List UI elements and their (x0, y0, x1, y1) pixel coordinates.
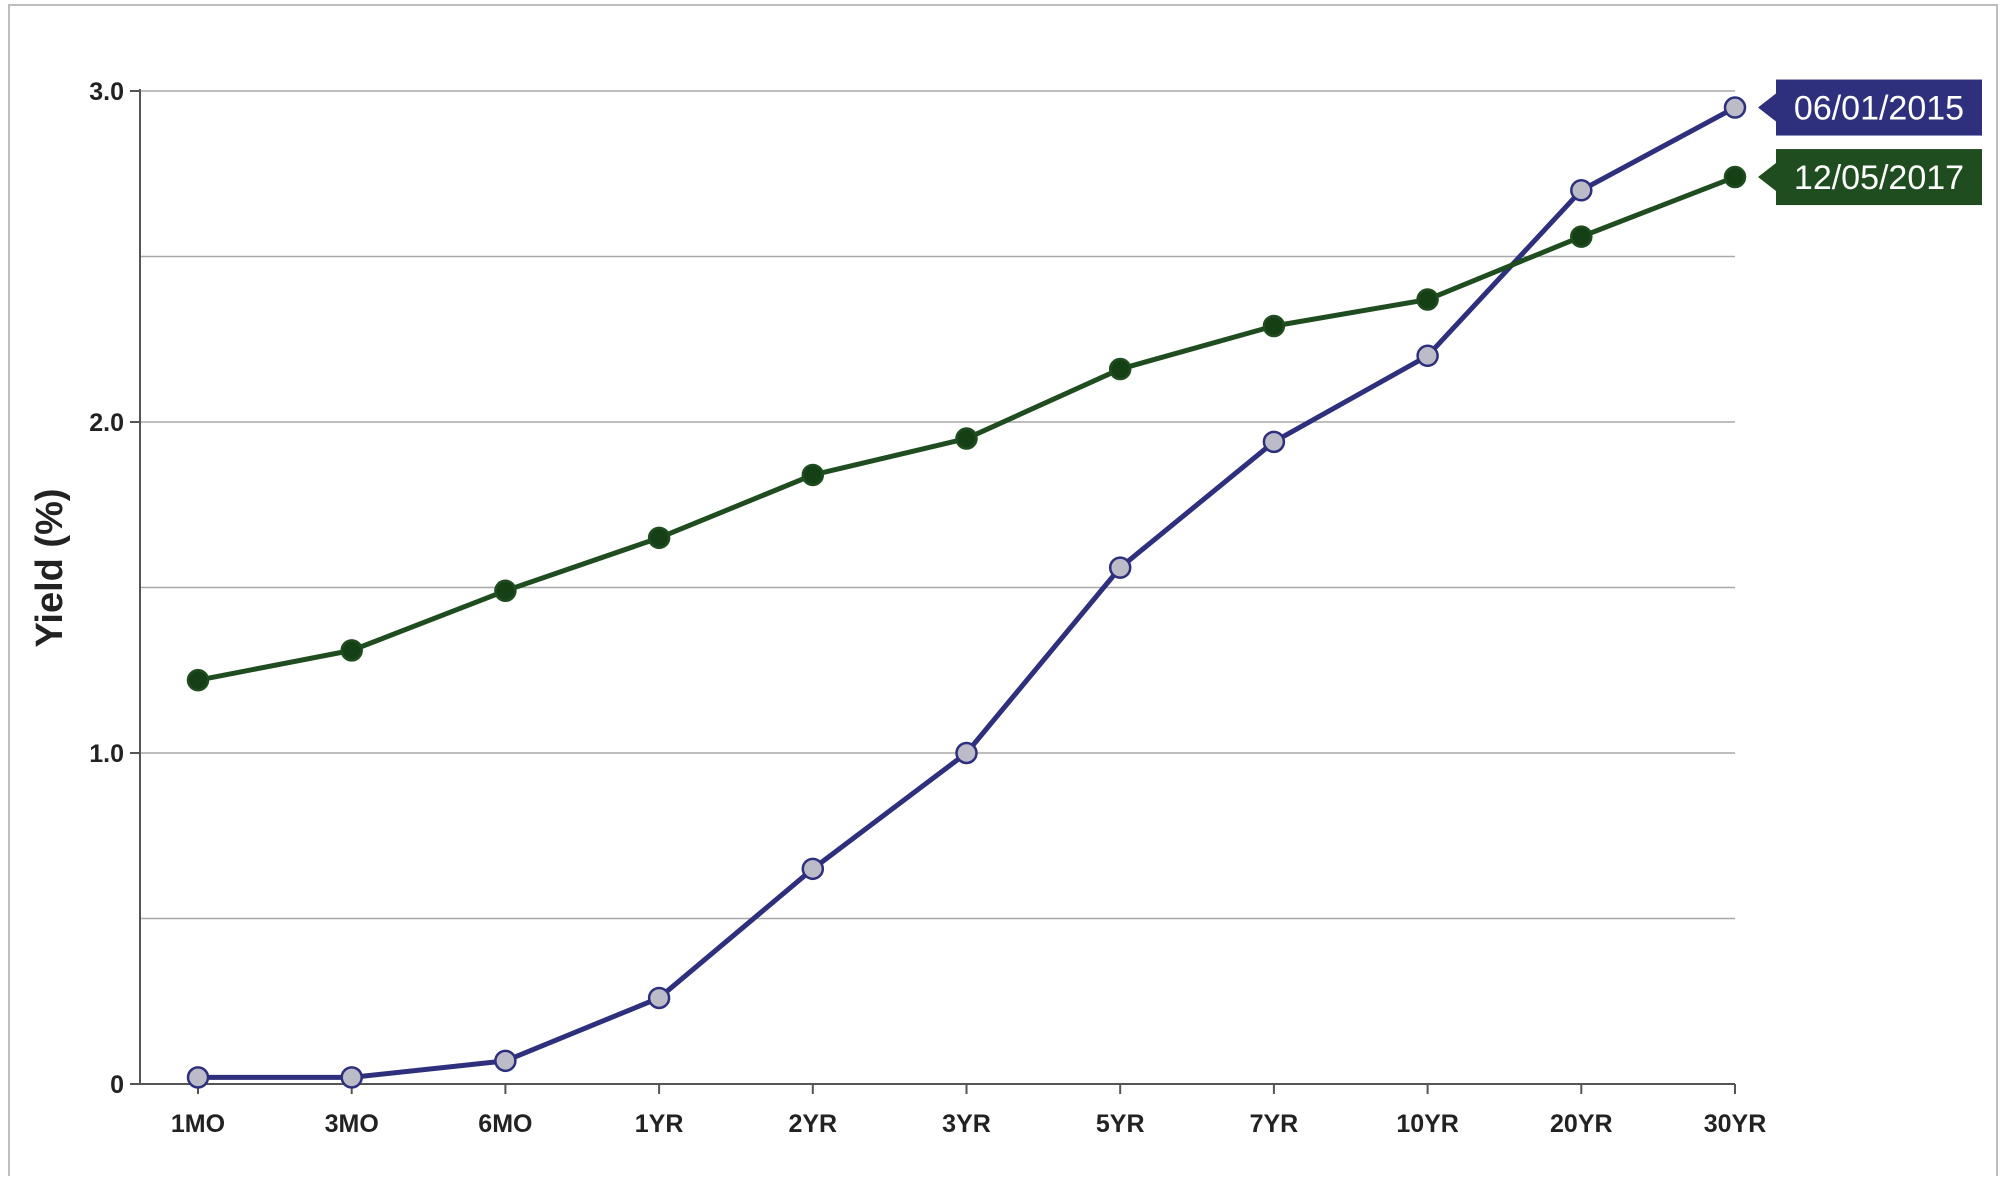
series-1-point (955, 741, 978, 765)
legend-tag-label: 12/05/2017 (1794, 159, 1964, 197)
x-tick-label: 20YR (1550, 1110, 1613, 1138)
legend-tag-box (1776, 149, 1982, 206)
x-tick-label: 1YR (635, 1110, 684, 1138)
gridlines (140, 90, 1735, 920)
axes: 0 1.0 2.0 3.0 1MO 3MO 6MO 1YR 2YR 3YR 5YR 7YR 10YR 20… (89, 78, 1766, 1138)
series-1-point (1108, 556, 1132, 579)
series-line-1 (198, 105, 1737, 1080)
legend-tag-1: 06/01/2015 (1758, 79, 1982, 136)
series-2-point (1723, 165, 1747, 189)
legend-tags: 06/01/2015 12/05/2017 (1758, 79, 1982, 206)
series-2-point (340, 639, 363, 662)
series-1-point (647, 986, 671, 1010)
legend-tag-2: 12/05/2017 (1758, 149, 1982, 206)
series-2-point (1416, 288, 1439, 311)
x-tick-label: 2YR (788, 1110, 837, 1138)
y-tick-label: 0 (110, 1071, 124, 1099)
series-2-point (1570, 225, 1593, 248)
series-1-point (1723, 96, 1747, 119)
series-2-point (801, 463, 825, 487)
legend-tag-label: 06/01/2015 (1794, 90, 1964, 128)
x-tick-label: 7YR (1250, 1110, 1299, 1138)
series-2-point (494, 579, 517, 603)
x-tick-label: 30YR (1704, 1110, 1767, 1138)
y-tick-label: 3.0 (89, 78, 124, 106)
legend-tag-pointer (1758, 93, 1776, 122)
series (186, 96, 1747, 1089)
x-tick-label: 3MO (325, 1110, 379, 1138)
series-1-point (1262, 430, 1286, 454)
series-1-point (1416, 344, 1439, 368)
series-1-point (494, 1049, 517, 1073)
series-1-point (1570, 179, 1593, 202)
x-tick-label: 6MO (478, 1110, 532, 1138)
x-tick-label: 3YR (942, 1110, 991, 1138)
series-2-point (647, 526, 671, 550)
series-2-point (1262, 314, 1286, 338)
series-2-point (1108, 357, 1132, 381)
series-1-point (801, 857, 825, 881)
series-1-point (340, 1066, 363, 1089)
y-tick-label: 1.0 (89, 740, 124, 768)
x-tick-label: 10YR (1396, 1110, 1459, 1138)
x-tick-label: 5YR (1096, 1110, 1145, 1138)
chart-frame (8, 4, 1998, 1176)
y-tick-label: 2.0 (89, 409, 124, 437)
series-2-point (186, 668, 210, 692)
series-2-point (955, 427, 978, 450)
legend-tag-box (1776, 79, 1982, 136)
series-1-point (186, 1066, 210, 1089)
legend-tag-pointer (1758, 163, 1776, 192)
y-axis-title: Yield (%) (29, 488, 71, 647)
x-tick-label: 1MO (171, 1110, 225, 1138)
